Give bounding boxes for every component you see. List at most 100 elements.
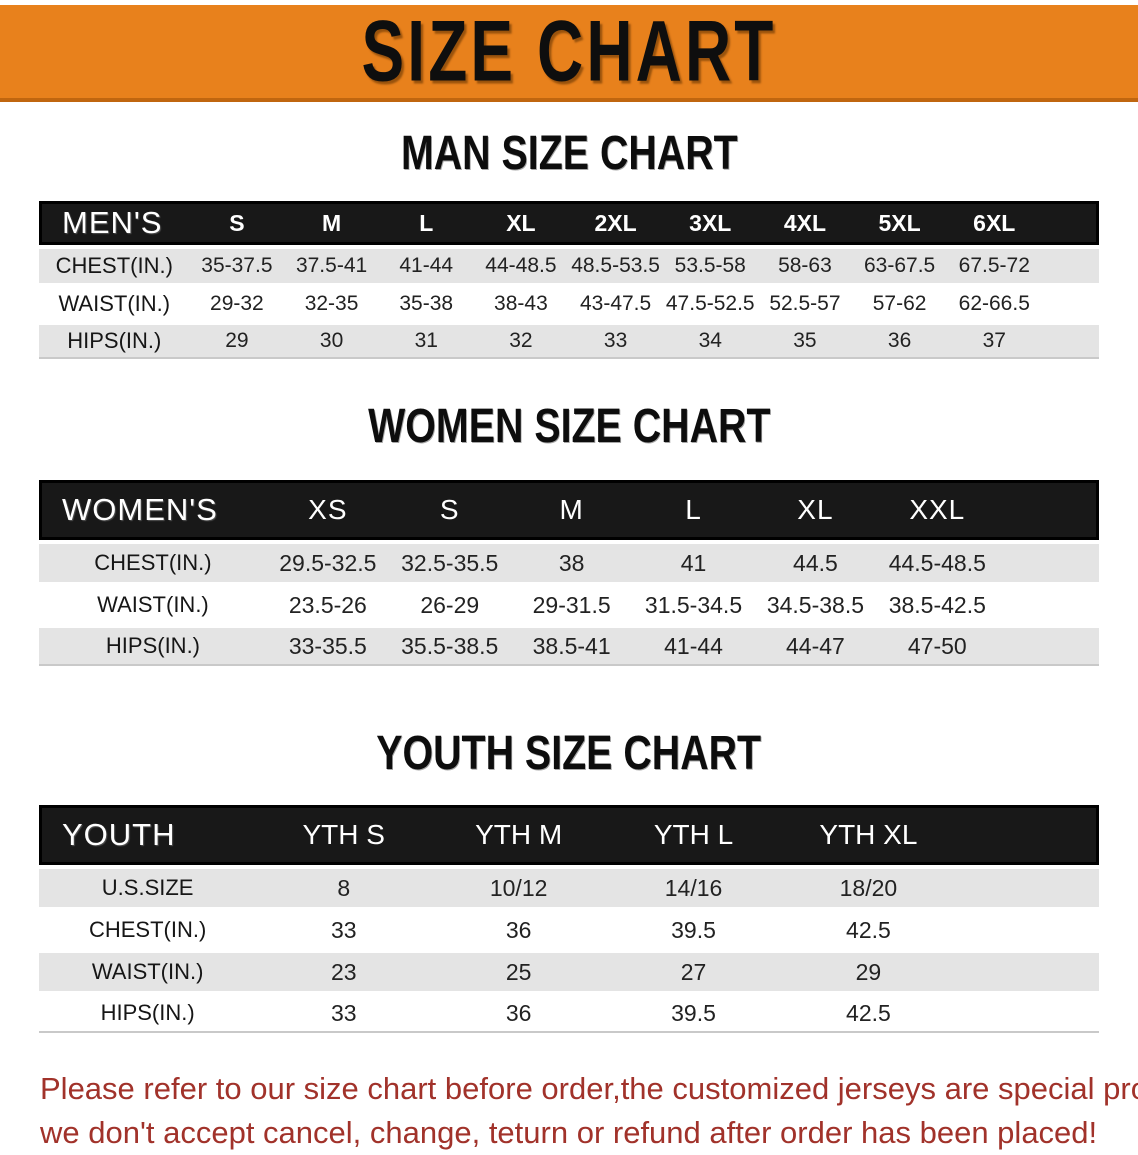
women-section-heading: WOMEN SIZE CHART (367, 400, 771, 453)
measurement-cell: 43-47.5 (568, 287, 663, 321)
measurement-cell: 32.5-35.5 (388, 544, 511, 582)
men-header-row: MEN'S S M L XL 2XL 3XL 4XL 5XL 6XL (39, 201, 1099, 245)
measurement-cell: 41-44 (632, 628, 755, 666)
measurement-cell: 58-63 (757, 249, 853, 283)
women-size-header: XXL (876, 480, 999, 540)
men-size-header: 4XL (757, 201, 853, 245)
measurement-cell: 47.5-52.5 (662, 287, 758, 321)
spacer-cell (998, 480, 1099, 540)
youth-size-header: YTH XL (780, 805, 956, 865)
measurement-cell: 53.5-58 (662, 249, 758, 283)
measurement-cell: 35 (757, 325, 853, 359)
women-header-row: WOMEN'S XS S M L XL XXL (39, 480, 1099, 540)
measurement-cell: 38.5-42.5 (876, 586, 999, 624)
row-label: CHEST(IN.) (39, 544, 267, 582)
row-label: HIPS(IN.) (39, 628, 267, 666)
row-label: HIPS(IN.) (39, 995, 257, 1033)
women-size-table: WOMEN'S XS S M L XL XXL CHEST(IN.) 29.5-… (39, 476, 1099, 670)
youth-waist-row: WAIST(IN.) 23 25 27 29 (39, 953, 1099, 991)
measurement-cell: 38-43 (473, 287, 569, 321)
measurement-cell: 29 (189, 325, 285, 359)
spacer-cell (998, 544, 1099, 582)
youth-section-heading: YOUTH SIZE CHART (376, 727, 762, 780)
measurement-cell: 36 (431, 995, 607, 1033)
men-chest-row: CHEST(IN.) 35-37.5 37.5-41 41-44 44-48.5… (39, 249, 1099, 283)
spacer-cell (1041, 287, 1099, 321)
banner-title: SIZE CHART (361, 3, 777, 99)
measurement-cell: 47-50 (876, 628, 999, 666)
men-size-header: 2XL (568, 201, 663, 245)
women-size-header: M (510, 480, 633, 540)
measurement-cell: 8 (256, 869, 432, 907)
measurement-cell: 14/16 (606, 869, 781, 907)
measurement-cell: 41 (632, 544, 755, 582)
men-heading-wrap: MAN SIZE CHART (0, 126, 1138, 181)
men-waist-row: WAIST(IN.) 29-32 32-35 35-38 38-43 43-47… (39, 287, 1099, 321)
women-size-header: L (632, 480, 755, 540)
measurement-cell: 36 (431, 911, 607, 949)
men-size-header: L (378, 201, 474, 245)
measurement-cell: 42.5 (780, 995, 956, 1033)
youth-size-header: YTH M (431, 805, 607, 865)
youth-corner-label: YOUTH (39, 805, 257, 865)
measurement-cell: 41-44 (378, 249, 474, 283)
spacer-cell (955, 995, 1099, 1033)
women-waist-row: WAIST(IN.) 23.5-26 26-29 29-31.5 31.5-34… (39, 586, 1099, 624)
men-size-header: S (189, 201, 285, 245)
measurement-cell: 31.5-34.5 (632, 586, 755, 624)
measurement-cell: 35.5-38.5 (388, 628, 511, 666)
men-size-header: 6XL (946, 201, 1042, 245)
measurement-cell: 42.5 (780, 911, 956, 949)
measurement-cell: 62-66.5 (946, 287, 1042, 321)
measurement-cell: 33 (256, 911, 432, 949)
measurement-cell: 44-47 (754, 628, 877, 666)
women-size-header: S (388, 480, 511, 540)
spacer-cell (955, 953, 1099, 991)
measurement-cell: 36 (852, 325, 947, 359)
measurement-cell: 29 (780, 953, 956, 991)
measurement-cell: 37 (946, 325, 1042, 359)
measurement-cell: 27 (606, 953, 781, 991)
youth-heading-wrap: YOUTH SIZE CHART (0, 726, 1138, 781)
women-size-header: XS (266, 480, 389, 540)
row-label: CHEST(IN.) (39, 249, 190, 283)
measurement-cell: 34.5-38.5 (754, 586, 877, 624)
measurement-cell: 33 (568, 325, 663, 359)
men-section-heading: MAN SIZE CHART (400, 127, 738, 180)
spacer-cell (1041, 249, 1099, 283)
measurement-cell: 35-37.5 (189, 249, 285, 283)
measurement-cell: 38.5-41 (510, 628, 633, 666)
men-size-table: MEN'S S M L XL 2XL 3XL 4XL 5XL 6XL CHEST… (39, 197, 1099, 363)
measurement-cell: 32-35 (284, 287, 379, 321)
measurement-cell: 44.5-48.5 (876, 544, 999, 582)
men-size-header: XL (473, 201, 569, 245)
notice-line-2: we don't accept cancel, change, teturn o… (40, 1115, 1098, 1151)
women-hips-row: HIPS(IN.) 33-35.5 35.5-38.5 38.5-41 41-4… (39, 628, 1099, 666)
spacer-cell (955, 805, 1099, 865)
spacer-cell (955, 869, 1099, 907)
spacer-cell (955, 911, 1099, 949)
spacer-cell (1041, 325, 1099, 359)
youth-size-header: YTH L (606, 805, 781, 865)
measurement-cell: 63-67.5 (852, 249, 947, 283)
women-heading-wrap: WOMEN SIZE CHART (0, 399, 1138, 454)
measurement-cell: 37.5-41 (284, 249, 379, 283)
measurement-cell: 44-48.5 (473, 249, 569, 283)
measurement-cell: 32 (473, 325, 569, 359)
measurement-cell: 23.5-26 (266, 586, 389, 624)
women-section: WOMEN SIZE CHART WOMEN'S XS S M L XL XXL (0, 399, 1138, 670)
measurement-cell: 39.5 (606, 911, 781, 949)
measurement-cell: 18/20 (780, 869, 956, 907)
youth-section: YOUTH SIZE CHART YOUTH YTH S YTH M YTH L… (0, 726, 1138, 1037)
spacer-cell (1041, 201, 1099, 245)
measurement-cell: 35-38 (378, 287, 474, 321)
footer-notice: Please refer to our size chart before or… (40, 1067, 1138, 1155)
men-hips-row: HIPS(IN.) 29 30 31 32 33 34 35 36 37 (39, 325, 1099, 359)
spacer-cell (998, 628, 1099, 666)
measurement-cell: 57-62 (852, 287, 947, 321)
youth-size-header: YTH S (256, 805, 432, 865)
banner: SIZE CHART (0, 3, 1138, 102)
men-size-header: 3XL (662, 201, 758, 245)
measurement-cell: 26-29 (388, 586, 511, 624)
measurement-cell: 33-35.5 (266, 628, 389, 666)
